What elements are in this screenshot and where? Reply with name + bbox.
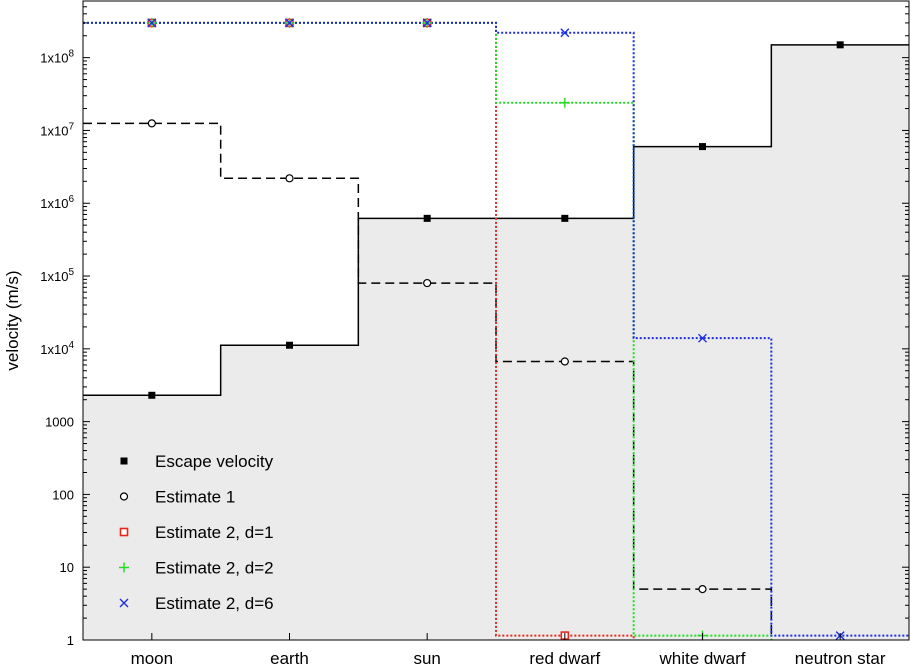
point-s1-1 [285, 174, 294, 183]
point-s4-4 [698, 333, 707, 343]
point-s0-0 [148, 391, 156, 399]
series-lines [83, 21, 909, 640]
legend-label-0: Escape velocity [155, 452, 274, 471]
y-tick-label: 1x106 [40, 194, 74, 211]
x-tick-label: red dwarf [529, 649, 600, 668]
point-s3-3 [559, 97, 570, 108]
y-tick-label: 100 [52, 487, 74, 502]
x-tick-label: moon [131, 649, 174, 668]
point-s4-0 [147, 18, 157, 28]
legend: Escape velocity Estimate 1 Estimate 2, d=1… [119, 452, 274, 613]
x-tick-label: earth [270, 649, 309, 668]
legend-label-4: Estimate 2, d=6 [155, 594, 274, 613]
legend-marker-1 [119, 492, 129, 501]
y-tick-label: 1x104 [40, 340, 74, 357]
point-s0-3 [561, 214, 569, 222]
y-tick-label: 1x105 [40, 267, 74, 284]
legend-label-2: Estimate 2, d=1 [155, 523, 274, 542]
point-s0-2 [423, 214, 431, 222]
point-s1-4 [698, 585, 707, 594]
x-tick-label: neutron star [795, 649, 886, 668]
point-s0-4 [699, 143, 706, 151]
y-tick-label: 1x108 [40, 49, 74, 66]
x-axis: moon earth sun red dwarf white dwarf neutron … [131, 633, 886, 668]
y-axis-title: velocity (m/s) [3, 270, 22, 370]
y-tick-label: 1000 [45, 415, 74, 430]
y-tick-label: 10 [60, 560, 74, 575]
point-s4-2 [422, 18, 432, 28]
series-line-1 [83, 122, 773, 640]
legend-marker-0 [120, 457, 128, 465]
point-s4-1 [285, 18, 294, 28]
series-line-4 [83, 21, 909, 637]
point-s0-1 [286, 341, 293, 349]
point-s1-2 [423, 278, 432, 288]
point-s0-5 [836, 41, 844, 49]
x-tick-label: white dwarf [659, 649, 746, 668]
legend-marker-4 [119, 598, 129, 608]
y-tick-label: 1 [67, 633, 74, 648]
x-tick-label: sun [413, 649, 440, 668]
legend-label-3: Estimate 2, d=2 [155, 559, 274, 578]
legend-label-1: Estimate 1 [155, 488, 235, 507]
point-s1-3 [560, 357, 569, 366]
point-s4-3 [560, 28, 570, 38]
series-line-3 [83, 21, 773, 640]
point-s1-0 [147, 119, 156, 128]
legend-marker-2 [119, 527, 129, 537]
y-tick-label: 1x107 [40, 121, 74, 138]
plot-frame [82, 0, 910, 641]
y-axis: 1 10 100 1000 1x104 1x105 1x106 1x107 1x108 [40, 0, 909, 648]
legend-marker-3 [119, 562, 129, 573]
